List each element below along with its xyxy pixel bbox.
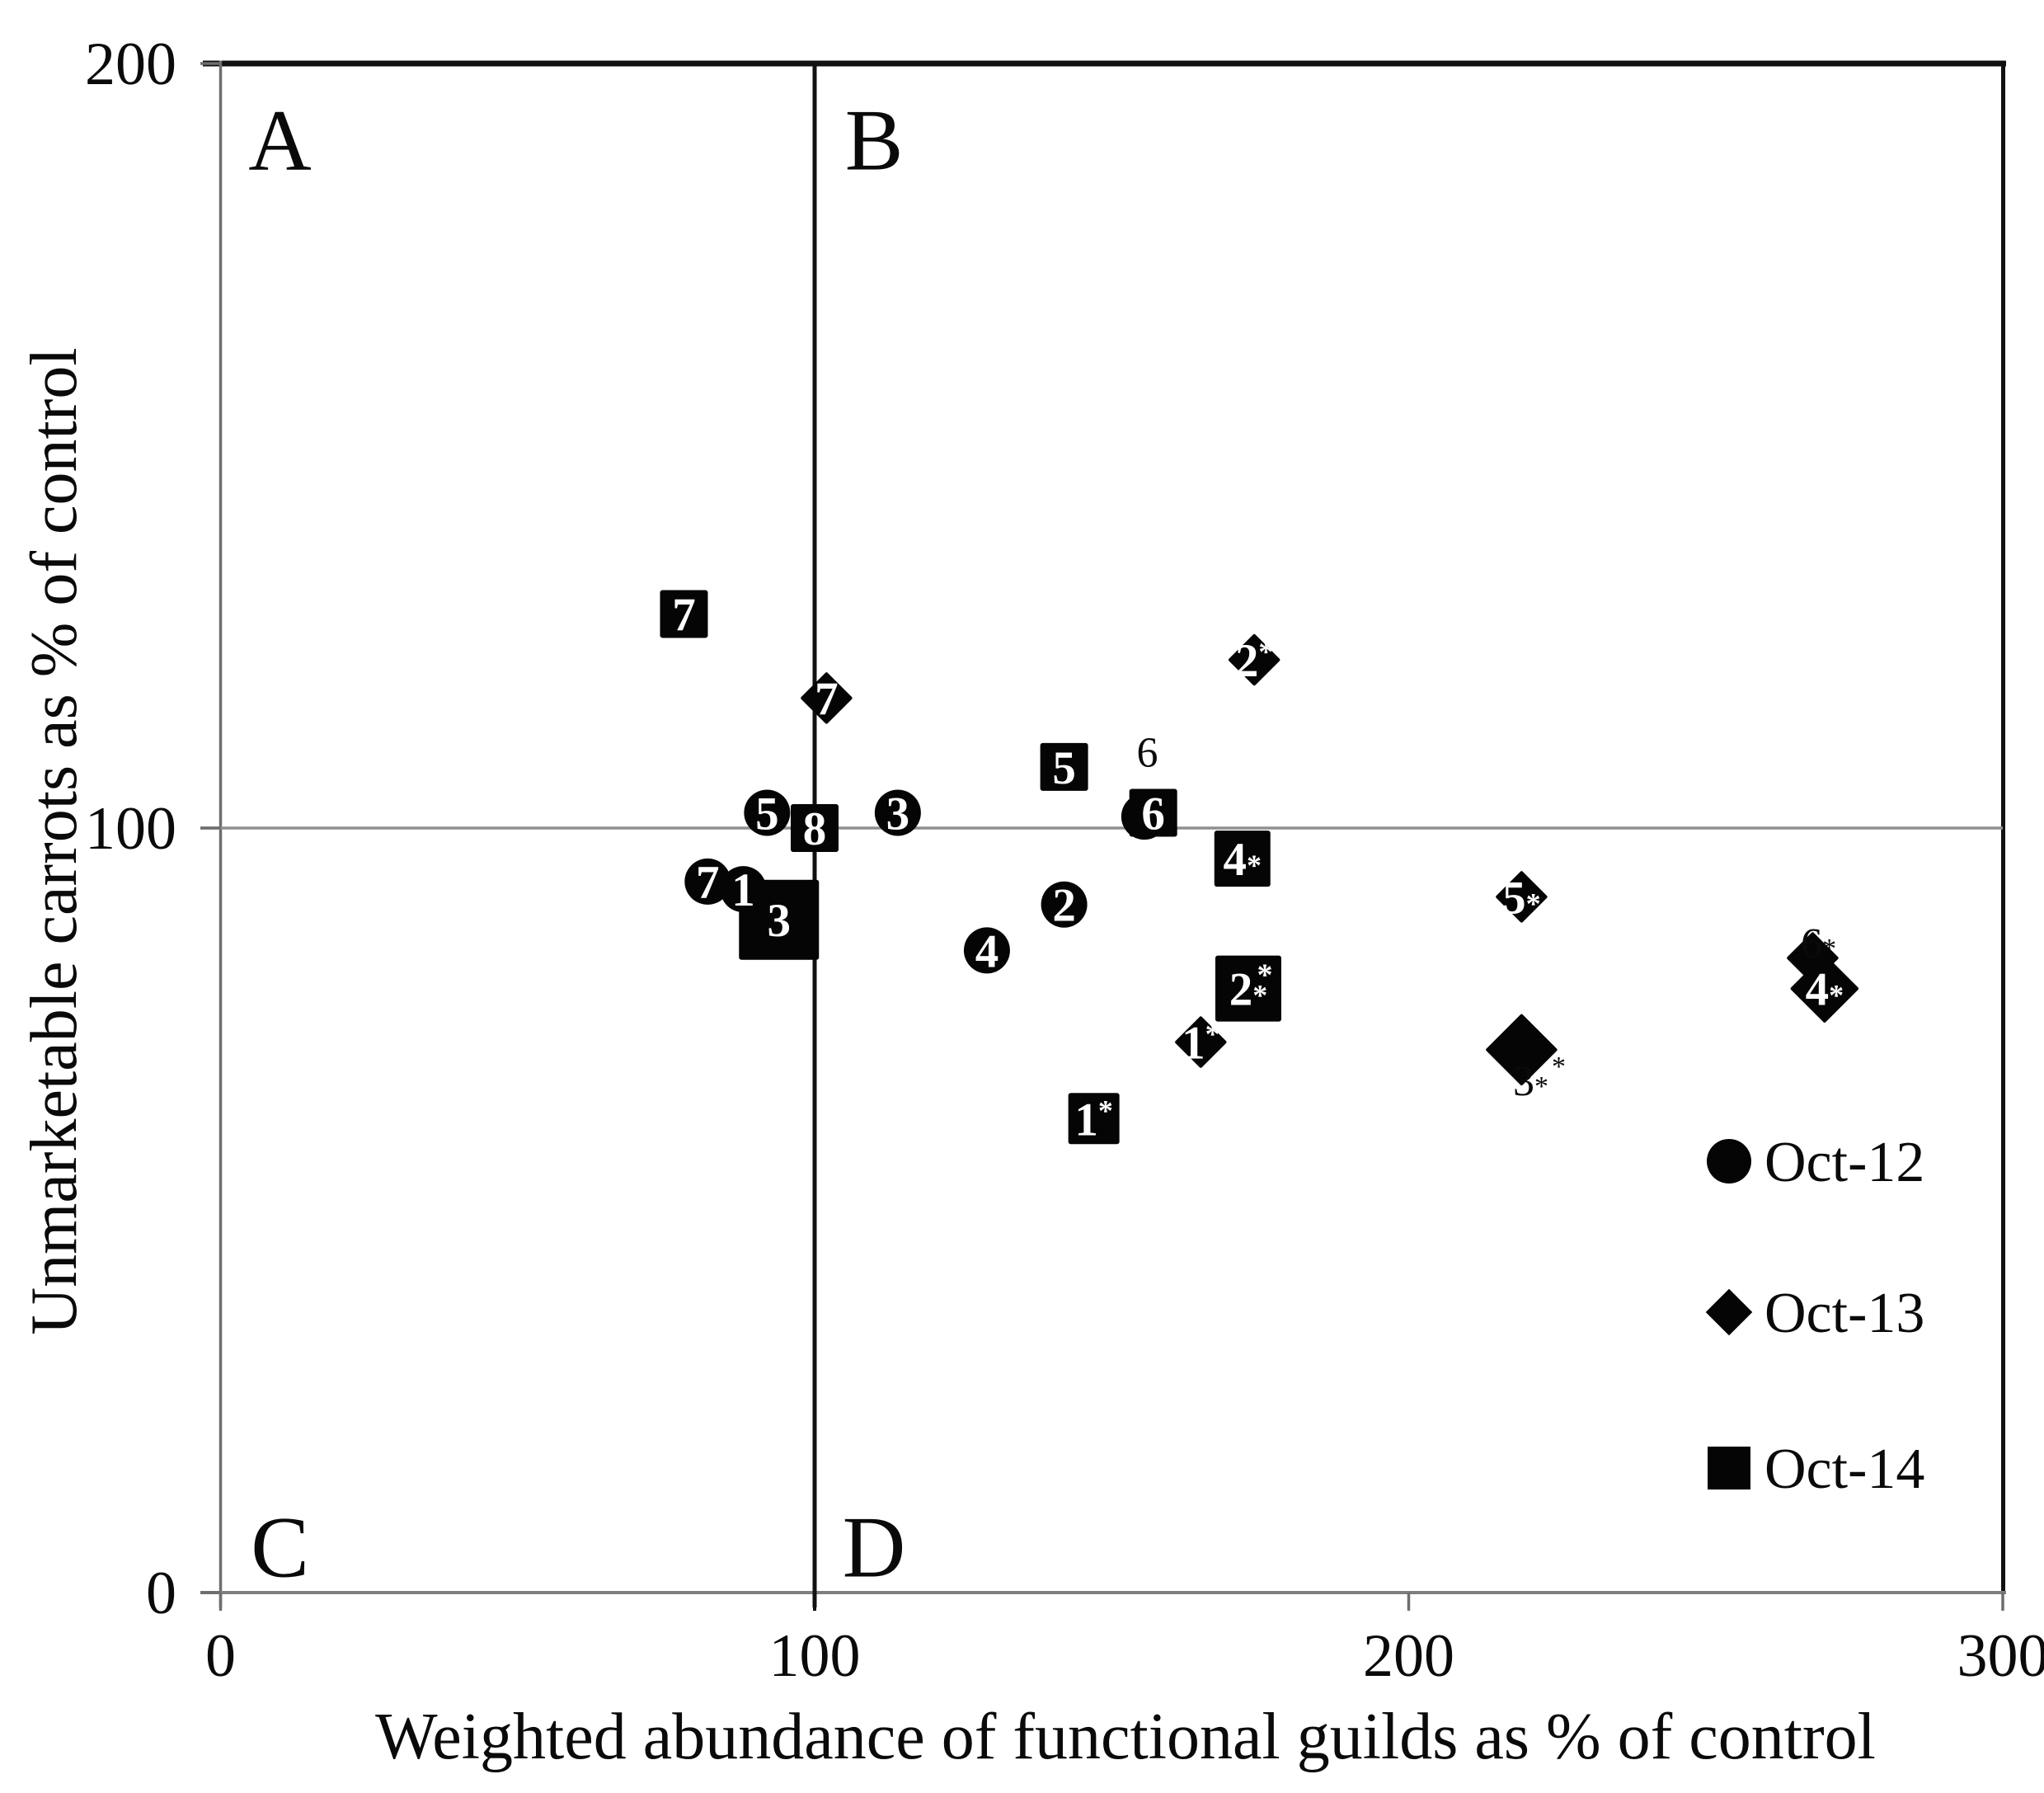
point-label: 4* bbox=[1224, 834, 1262, 886]
quadrant-label-a: A bbox=[248, 92, 312, 189]
point-label: 2 bbox=[1052, 880, 1076, 932]
circle-marker bbox=[963, 927, 1010, 974]
oct-14-point-1: 1* bbox=[1068, 1093, 1120, 1146]
x-tick-label-300: 300 bbox=[1957, 1622, 2044, 1690]
quadrant-labels: A B C D bbox=[248, 92, 905, 1596]
y-tick-label-0: 0 bbox=[146, 1560, 176, 1627]
point-label: 2* bbox=[1235, 635, 1274, 687]
legend-label: Oct-12 bbox=[1764, 1131, 1924, 1194]
point-label: 1 bbox=[731, 864, 755, 916]
point-label: 7 bbox=[696, 857, 720, 909]
point-label: 5 bbox=[755, 788, 779, 840]
point-label: 6 bbox=[1141, 788, 1165, 840]
annotation-6: 6* bbox=[1801, 920, 1836, 967]
legend-circle-marker-icon bbox=[1707, 1139, 1751, 1184]
legend-item-oct-13: Oct-13 bbox=[1705, 1282, 1924, 1345]
oct-14-point-8: 8 bbox=[791, 803, 839, 855]
point-label: 8 bbox=[803, 803, 827, 855]
oct-13-point-7: 7 bbox=[801, 672, 853, 725]
point-label: 4 bbox=[975, 925, 999, 977]
legend: Oct-12 Oct-13 Oct-14 bbox=[1705, 1131, 1924, 1501]
point-label: 7 bbox=[672, 589, 696, 641]
legend-square-marker-icon bbox=[1708, 1447, 1750, 1489]
quadrant-label-d: D bbox=[843, 1499, 906, 1595]
point-annotations: 66*3** bbox=[1136, 729, 1836, 1105]
square-marker bbox=[791, 804, 839, 852]
annotation-3: 3** bbox=[1513, 1052, 1566, 1105]
oct-14-point-2: 2** bbox=[1215, 955, 1281, 1022]
circle-marker bbox=[744, 789, 791, 836]
legend-label: Oct-13 bbox=[1764, 1282, 1924, 1345]
oct-14-point-5: 5 bbox=[1040, 742, 1088, 794]
point-label: 5 bbox=[1052, 742, 1076, 794]
oct-12-point-7: 7 bbox=[684, 857, 731, 909]
point-label: 7 bbox=[815, 673, 839, 725]
point-extra-star: * bbox=[1257, 958, 1272, 993]
diamond-marker bbox=[1496, 871, 1548, 923]
legend-diamond-marker-icon bbox=[1705, 1288, 1753, 1336]
point-label: 3 bbox=[768, 895, 792, 947]
oct-12-point-2: 2 bbox=[1041, 880, 1088, 932]
legend-label: Oct-14 bbox=[1764, 1438, 1924, 1501]
circle-marker bbox=[874, 789, 921, 836]
y-tick-label-200: 200 bbox=[85, 31, 176, 98]
square-marker bbox=[1040, 742, 1088, 791]
diamond-marker bbox=[1229, 633, 1280, 686]
x-axis-title: Weighted abundance of functional guilds … bbox=[375, 1701, 1876, 1773]
oct-12-point-1: 1 bbox=[720, 864, 767, 916]
oct-13-point-5: 5* bbox=[1496, 871, 1548, 924]
diamond-marker bbox=[801, 672, 853, 724]
oct-13-point-4: 4* bbox=[1790, 954, 1859, 1023]
oct-14-point-6: 6 bbox=[1129, 788, 1177, 840]
point-label: 5* bbox=[1502, 872, 1541, 924]
square-marker bbox=[1215, 955, 1281, 1022]
x-tick-label-200: 200 bbox=[1363, 1622, 1454, 1690]
square-marker bbox=[1129, 788, 1177, 837]
square-marker bbox=[660, 590, 708, 638]
oct-12-point-5: 5 bbox=[744, 788, 791, 840]
quadrant-label-b: B bbox=[845, 92, 904, 189]
x-tick-label-100: 100 bbox=[769, 1622, 861, 1690]
legend-item-oct-12: Oct-12 bbox=[1707, 1131, 1924, 1194]
point-label: 1* bbox=[1182, 1018, 1220, 1070]
diamond-marker bbox=[1175, 1016, 1227, 1068]
square-marker bbox=[1068, 1093, 1120, 1145]
quadrant-label-c: C bbox=[251, 1499, 309, 1595]
square-marker bbox=[1214, 831, 1271, 887]
legend-item-oct-14: Oct-14 bbox=[1708, 1438, 1924, 1501]
x-tick-label-0: 0 bbox=[205, 1622, 236, 1690]
point-label: 4* bbox=[1806, 964, 1844, 1016]
oct-13-point-2: 2* bbox=[1229, 633, 1280, 687]
point-label: 1* bbox=[1074, 1094, 1113, 1146]
annotation-6: 6 bbox=[1136, 729, 1158, 776]
oct-13-point-1: 1* bbox=[1175, 1016, 1227, 1070]
circle-marker bbox=[1041, 881, 1088, 928]
circle-marker bbox=[720, 866, 767, 913]
point-label: 2* bbox=[1229, 964, 1268, 1016]
diamond-marker bbox=[1486, 1014, 1558, 1085]
oct-13-point-3starstar bbox=[1486, 1014, 1558, 1085]
oct-14-point-4: 4* bbox=[1214, 831, 1271, 887]
diamond-marker bbox=[1790, 954, 1859, 1023]
y-axis-title: Unmarketable carrots as % of control bbox=[18, 347, 91, 1334]
oct-12-point-3: 3 bbox=[874, 788, 921, 840]
oct-14-point-7: 7 bbox=[660, 589, 708, 641]
point-label: 3 bbox=[886, 788, 910, 840]
y-tick-label-100: 100 bbox=[85, 795, 176, 863]
oct-12-point-4: 4 bbox=[963, 925, 1010, 977]
circle-marker bbox=[684, 858, 731, 905]
